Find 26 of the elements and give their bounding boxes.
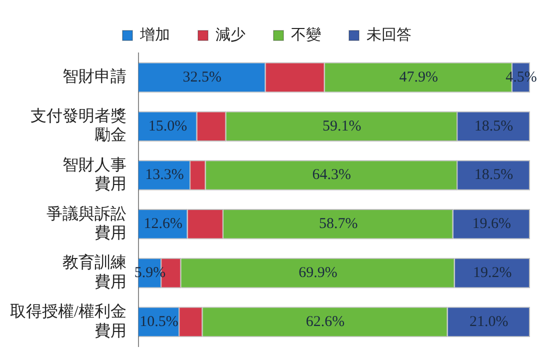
data-label: 18.5% <box>474 167 514 184</box>
data-label: 32.5% <box>182 69 222 86</box>
y-tick-label: 取得授權/權利金費用 <box>10 302 126 340</box>
data-label: 64.3% <box>312 167 352 184</box>
data-label: 58.7% <box>318 216 358 232</box>
legend-label: 不變 <box>291 26 321 44</box>
data-label: 10.5% <box>140 314 178 330</box>
y-tick-label: 爭議與訴訟費用 <box>46 204 126 242</box>
y-tick-label: 智財人事費用 <box>62 156 126 194</box>
legend-label: 減少 <box>216 26 246 44</box>
y-tick-label: 支付發明者獎勵金 <box>30 106 126 144</box>
data-label: 62.6% <box>306 314 345 330</box>
data-label: 47.9% <box>399 69 438 86</box>
data-label: 69.9% <box>298 264 338 281</box>
data-label: 59.1% <box>322 118 362 134</box>
data-label: 18.5% <box>474 118 514 134</box>
data-label: 19.6% <box>472 216 512 232</box>
legend-label: 未回答 <box>366 26 412 44</box>
data-label: 15.0% <box>148 118 188 134</box>
data-label: 19.2% <box>473 264 512 281</box>
data-label: 13.3% <box>145 167 184 184</box>
data-label: 12.6% <box>144 216 182 232</box>
data-label: 21.0% <box>470 314 508 330</box>
y-tick-label: 智財申請 <box>62 68 126 86</box>
y-tick-label: 教育訓練費用 <box>62 254 126 291</box>
legend-label: 增加 <box>139 26 170 44</box>
